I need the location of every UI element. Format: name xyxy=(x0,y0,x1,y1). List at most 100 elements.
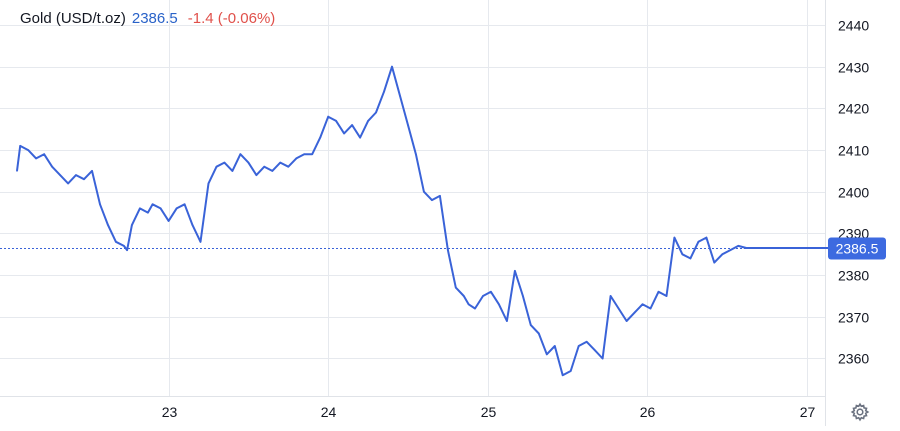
data-point xyxy=(183,203,186,206)
data-point xyxy=(303,153,306,155)
data-point xyxy=(633,311,636,314)
series-points xyxy=(16,65,837,377)
data-point xyxy=(207,182,210,185)
data-point xyxy=(51,165,53,168)
data-point xyxy=(769,247,771,249)
data-point xyxy=(554,345,556,347)
data-point xyxy=(239,153,242,155)
data-point xyxy=(641,303,644,306)
data-point xyxy=(522,295,524,297)
x-tick-label: 24 xyxy=(321,404,337,420)
x-tick-labels: 23 24 25 26 27 xyxy=(162,404,816,420)
data-point xyxy=(107,224,109,226)
data-point xyxy=(447,249,449,251)
data-point xyxy=(231,170,234,172)
data-point xyxy=(151,203,154,206)
y-tick-label: 2400 xyxy=(838,185,869,201)
data-point xyxy=(147,211,149,214)
grid-lines xyxy=(0,0,825,396)
data-point xyxy=(279,161,282,164)
data-point xyxy=(247,161,250,164)
data-point xyxy=(697,241,700,243)
data-point xyxy=(482,295,484,297)
data-point xyxy=(263,165,266,168)
data-point xyxy=(383,90,385,93)
data-point xyxy=(625,320,628,322)
data-point xyxy=(223,161,226,164)
data-point xyxy=(16,170,18,172)
data-point xyxy=(467,303,470,306)
data-point xyxy=(790,247,792,249)
data-point xyxy=(375,111,377,114)
data-point xyxy=(514,270,516,272)
data-point xyxy=(391,65,393,68)
x-tick-label: 27 xyxy=(800,404,816,420)
data-point xyxy=(311,153,314,155)
data-point xyxy=(689,257,692,260)
data-point xyxy=(287,165,290,168)
series-line xyxy=(16,65,836,377)
symbol-label: Gold (USD/t.oz) xyxy=(20,10,126,27)
y-tick-label: 2380 xyxy=(838,268,869,284)
settings-button[interactable] xyxy=(850,402,870,422)
current-price-tag-bg xyxy=(828,237,886,260)
data-point xyxy=(455,286,457,289)
data-point xyxy=(546,353,548,356)
data-point xyxy=(681,253,684,256)
data-point xyxy=(319,136,322,139)
data-point xyxy=(327,115,330,118)
y-tick-label: 2420 xyxy=(838,101,869,117)
data-point xyxy=(530,324,532,326)
data-point xyxy=(601,357,604,360)
data-point xyxy=(609,295,612,297)
data-point xyxy=(167,220,170,222)
data-point xyxy=(351,124,353,126)
data-point xyxy=(139,207,141,210)
data-point xyxy=(729,249,732,251)
data-point xyxy=(255,174,258,176)
axes xyxy=(0,0,826,426)
x-tick-label: 23 xyxy=(162,404,178,420)
data-point xyxy=(415,153,417,155)
data-point xyxy=(123,245,125,247)
data-point xyxy=(713,261,716,264)
data-point xyxy=(538,332,540,335)
data-point xyxy=(657,291,660,293)
data-point xyxy=(785,247,787,249)
y-tick-label: 2410 xyxy=(838,143,869,159)
x-tick-label: 25 xyxy=(481,404,497,420)
data-point xyxy=(367,120,369,122)
y-tick-label: 2430 xyxy=(838,60,869,76)
data-point xyxy=(191,224,194,226)
data-point xyxy=(814,247,816,249)
y-tick-label: 2370 xyxy=(838,310,869,326)
data-point xyxy=(19,145,22,147)
data-point xyxy=(67,182,69,185)
data-point xyxy=(490,291,492,293)
data-point xyxy=(399,95,401,97)
data-point xyxy=(343,132,345,135)
data-point xyxy=(463,295,465,297)
data-point xyxy=(83,178,85,180)
chart-header: Gold (USD/t.oz) 2386.5 -1.4 (-0.06%) xyxy=(20,10,275,27)
gear-icon xyxy=(850,402,870,422)
price-change: -1.4 (-0.06%) xyxy=(187,10,276,27)
data-point xyxy=(423,190,425,193)
data-point xyxy=(35,157,37,160)
current-price-tag: 2386.5 xyxy=(828,237,886,260)
data-point xyxy=(665,295,668,297)
data-point xyxy=(761,247,763,249)
data-point xyxy=(673,236,676,239)
data-point xyxy=(705,236,708,239)
y-tick-label: 2360 xyxy=(838,351,869,367)
data-point xyxy=(159,207,162,210)
data-point xyxy=(737,245,740,247)
data-point xyxy=(777,247,779,249)
data-point xyxy=(506,320,508,322)
data-point xyxy=(617,307,620,310)
data-point xyxy=(126,249,128,251)
data-point xyxy=(593,349,596,351)
data-point xyxy=(99,203,101,206)
